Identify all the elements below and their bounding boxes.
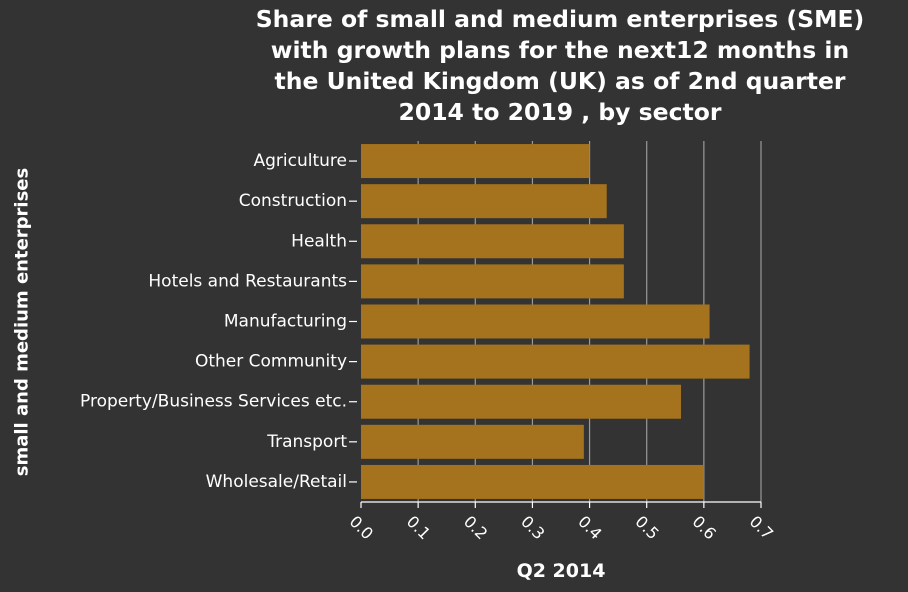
bar — [361, 344, 750, 379]
x-tick-label: 0.7 — [746, 512, 777, 543]
bars — [361, 144, 750, 499]
title-line-1: Share of small and medium enterprises (S… — [255, 5, 865, 33]
y-tick-label: Health — [291, 231, 347, 251]
y-tick-label: Other Community — [195, 352, 347, 372]
y-tick-label: Agriculture — [254, 151, 348, 171]
y-tick-label: Wholesale/Retail — [206, 472, 347, 492]
y-tick-label: Hotels and Restaurants — [148, 271, 347, 291]
bar — [361, 224, 624, 259]
x-tick-label: 0.1 — [403, 512, 434, 543]
x-tick-label: 0.4 — [574, 512, 605, 543]
y-tick-label: Construction — [239, 191, 347, 211]
bar — [361, 184, 607, 219]
x-tick-label: 0.3 — [517, 512, 548, 543]
bar — [361, 304, 710, 339]
bar — [361, 144, 590, 179]
chart-title: Share of small and medium enterprises (S… — [210, 4, 908, 128]
bar — [361, 264, 624, 299]
title-line-2: with growth plans for the next12 months … — [270, 36, 850, 64]
title-line-3: the United Kingdom (UK) as of 2nd quarte… — [274, 67, 846, 95]
title-line-4: 2014 to 2019 , by sector — [398, 98, 722, 126]
x-tick-label: 0.6 — [689, 512, 720, 543]
x-axis-label: Q2 2014 — [516, 560, 606, 582]
x-axis-ticks: 0.0 0.1 0.2 0.3 0.4 0.5 0.6 0.7 — [346, 501, 777, 543]
x-tick-label: 0.5 — [631, 512, 662, 543]
y-tick-label: Manufacturing — [224, 312, 347, 332]
x-tick-label: 0.2 — [460, 512, 491, 543]
y-tick-label: Transport — [266, 432, 347, 452]
bar — [361, 384, 681, 419]
y-axis-ticks: Agriculture Construction Health Hotels and … — [80, 151, 357, 492]
bar — [361, 424, 584, 459]
y-tick-label: Property/Business Services etc. — [80, 392, 347, 412]
x-tick-label: 0.0 — [346, 512, 377, 543]
bar — [361, 464, 704, 499]
